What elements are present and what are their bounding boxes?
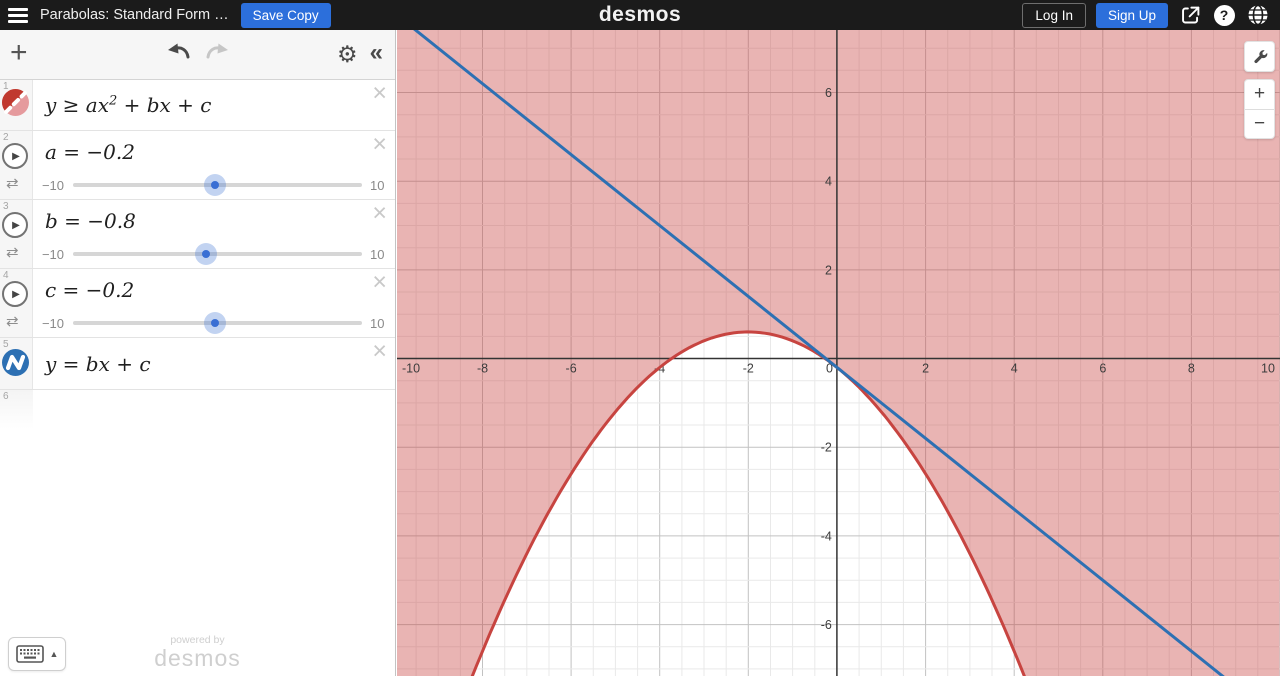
slider-handle[interactable] [203, 312, 226, 334]
play-slider-button[interactable]: ▶ [2, 212, 28, 238]
svg-text:-8: -8 [477, 362, 488, 376]
expression-latex[interactable]: y ≥ ax2 + bx + c [45, 93, 212, 117]
keyboard-expand-arrow-icon: ▲ [49, 649, 59, 659]
delete-expression-button[interactable]: × [372, 199, 387, 227]
svg-text:8: 8 [1188, 362, 1195, 376]
slider-equation[interactable]: c = −0.2 [45, 278, 135, 302]
svg-text:0: 0 [826, 362, 833, 376]
expressions-panel: + ⚙ « 1 [0, 30, 396, 676]
svg-text:-6: -6 [566, 362, 577, 376]
row-number: 5 [3, 339, 9, 350]
slider-track[interactable] [73, 243, 362, 265]
expression-row-inequality[interactable]: 1 y ≥ ax2 + bx + c × [0, 79, 395, 131]
delete-expression-button[interactable]: × [372, 130, 387, 158]
sign-up-button[interactable]: Sign Up [1095, 2, 1168, 28]
slider-handle[interactable] [203, 174, 226, 196]
svg-text:-2: -2 [821, 441, 832, 455]
play-slider-button[interactable]: ▶ [2, 281, 28, 307]
inequality-shaded-region [397, 30, 1280, 676]
svg-text:4: 4 [825, 175, 832, 189]
row-number: 6 [3, 391, 9, 402]
zoom-out-button[interactable]: − [1253, 112, 1266, 134]
expression-row-line[interactable]: 5 y = bx + c × [0, 337, 395, 390]
slider-handle[interactable] [194, 243, 217, 265]
keyboard-toggle-button[interactable]: ▲ [8, 637, 66, 671]
hamburger-menu-button[interactable] [0, 0, 34, 30]
expression-row-slider-b[interactable]: 3 ▶ ⇄ b = −0.8 × −10 10 [0, 199, 395, 269]
svg-text:4: 4 [1011, 362, 1018, 376]
graph-settings-gear-icon[interactable]: ⚙ [337, 41, 358, 67]
help-icon[interactable]: ? [1212, 3, 1236, 27]
slider-settings-icon[interactable]: ⇄ [6, 313, 19, 330]
delete-expression-button[interactable]: × [372, 337, 387, 365]
slider-track[interactable] [73, 174, 362, 196]
slider-max-label[interactable]: 10 [370, 178, 385, 193]
slider-equation[interactable]: a = −0.2 [45, 140, 135, 164]
document-title: Parabolas: Standard Form … [40, 7, 229, 23]
graph-paper[interactable]: -10 -8 -6 -4 -2 0 2 4 6 8 10 6 4 2 -2 -4 -6 + − [397, 30, 1280, 676]
slider-settings-icon[interactable]: ⇄ [6, 175, 19, 192]
svg-text:-2: -2 [743, 362, 754, 376]
slider-max-label[interactable]: 10 [370, 247, 385, 262]
svg-text:6: 6 [1099, 362, 1106, 376]
graph-canvas[interactable]: -10 -8 -6 -4 -2 0 2 4 6 8 10 6 4 2 -2 -4 -6 [397, 30, 1280, 676]
delete-expression-button[interactable]: × [372, 79, 387, 107]
keyboard-icon [15, 645, 44, 663]
row-number: 4 [3, 270, 9, 281]
add-expression-button[interactable]: + [10, 35, 28, 69]
line-style-icon[interactable] [2, 349, 29, 376]
slider-settings-icon[interactable]: ⇄ [6, 244, 19, 261]
share-icon[interactable] [1178, 3, 1202, 27]
log-in-button[interactable]: Log In [1022, 2, 1086, 28]
expression-latex[interactable]: y = bx + c [45, 351, 151, 376]
expressions-toolbar: + ⚙ « [0, 30, 395, 80]
expression-row-empty[interactable]: 6 [0, 390, 395, 436]
zoom-controls: + − [1244, 79, 1275, 139]
svg-text:-4: -4 [821, 529, 832, 543]
play-slider-button[interactable]: ▶ [2, 143, 28, 169]
row-number: 1 [3, 81, 9, 92]
slider-min-label[interactable]: −10 [41, 178, 64, 193]
expression-row-slider-c[interactable]: 4 ▶ ⇄ c = −0.2 × −10 10 [0, 268, 395, 338]
zoom-in-button[interactable]: + [1245, 80, 1274, 110]
graph-settings-wrench-button[interactable] [1244, 41, 1275, 72]
slider-max-label[interactable]: 10 [370, 316, 385, 331]
slider-track[interactable] [73, 312, 362, 334]
inequality-style-icon[interactable] [2, 89, 29, 116]
collapse-panel-button[interactable]: « [369, 39, 383, 66]
svg-text:-6: -6 [821, 618, 832, 632]
svg-text:2: 2 [825, 263, 832, 277]
redo-button[interactable] [205, 42, 231, 67]
delete-expression-button[interactable]: × [372, 268, 387, 296]
row-number: 2 [3, 132, 9, 143]
slider-equation[interactable]: b = −0.8 [45, 209, 136, 233]
tangent-line-curve [413, 30, 1225, 676]
svg-text:6: 6 [825, 86, 832, 100]
grid-lines [397, 30, 1280, 676]
wrench-icon [1253, 49, 1267, 63]
header-bar: Parabolas: Standard Form … Save Copy des… [0, 0, 1280, 30]
svg-text:10: 10 [1261, 362, 1275, 376]
expression-row-slider-a[interactable]: 2 ▶ ⇄ a = −0.2 × −10 10 [0, 130, 395, 200]
undo-button[interactable] [165, 42, 191, 67]
svg-text:2: 2 [922, 362, 929, 376]
slider-min-label[interactable]: −10 [41, 316, 64, 331]
language-globe-icon[interactable] [1246, 3, 1270, 27]
svg-text:-10: -10 [402, 362, 420, 376]
row-number: 3 [3, 201, 9, 212]
save-copy-button[interactable]: Save Copy [240, 2, 331, 28]
slider-min-label[interactable]: −10 [41, 247, 64, 262]
